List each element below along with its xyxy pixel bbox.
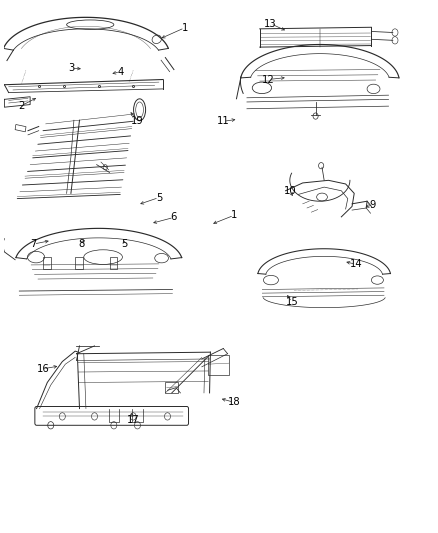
Text: 12: 12: [262, 75, 275, 85]
Text: 14: 14: [350, 260, 363, 269]
Text: 16: 16: [37, 364, 49, 374]
Bar: [110, 257, 117, 269]
Text: 9: 9: [370, 200, 376, 210]
Bar: [208, 355, 229, 375]
Text: 10: 10: [283, 186, 296, 196]
Text: 19: 19: [131, 116, 144, 126]
Text: 2: 2: [18, 101, 25, 111]
Text: 1: 1: [181, 23, 188, 33]
Text: 4: 4: [117, 67, 124, 77]
Bar: [75, 257, 83, 269]
Bar: [43, 257, 51, 269]
Text: 11: 11: [217, 116, 230, 126]
Text: 13: 13: [264, 19, 277, 29]
Text: 3: 3: [68, 63, 74, 73]
Text: 17: 17: [127, 415, 140, 425]
Text: 8: 8: [78, 239, 85, 249]
Text: 5: 5: [156, 192, 162, 203]
Text: 5: 5: [121, 239, 128, 249]
Text: 15: 15: [286, 297, 298, 307]
Text: 7: 7: [30, 239, 37, 249]
Text: 18: 18: [228, 397, 240, 407]
Bar: [15, 125, 26, 132]
Text: 6: 6: [171, 212, 177, 222]
Text: 1: 1: [231, 211, 237, 220]
Bar: [166, 383, 178, 393]
